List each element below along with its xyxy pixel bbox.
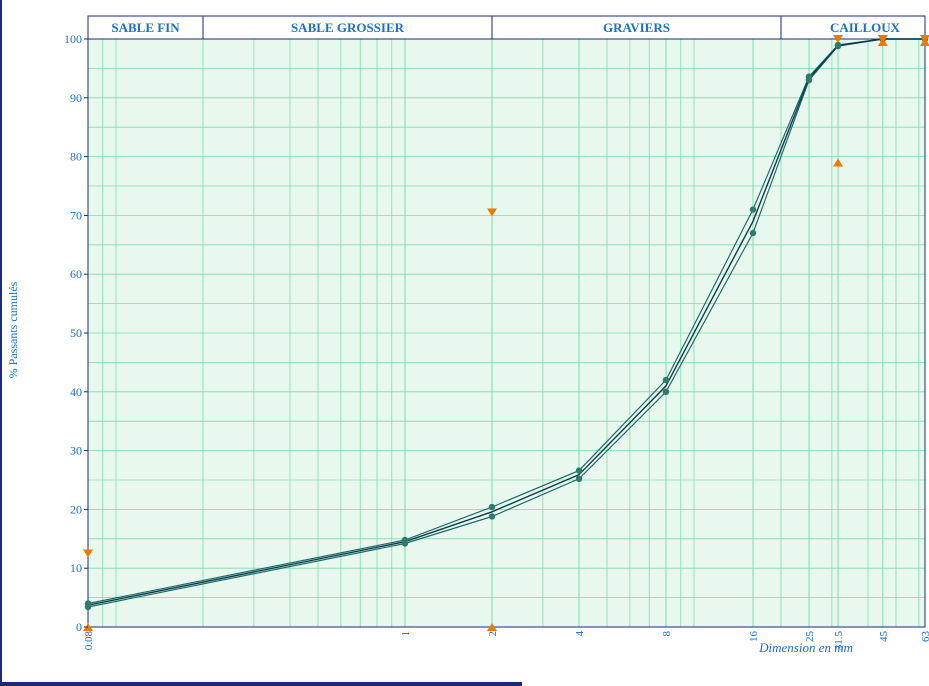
y-tick-label: 10 — [70, 561, 82, 575]
y-tick-label: 0 — [76, 620, 82, 634]
curve-point — [575, 467, 583, 474]
curve-point — [662, 376, 670, 384]
x-tick-label: 31.5 — [833, 631, 845, 651]
y-axis-label: % Passants cumulés — [6, 281, 20, 378]
y-tick-labels: 0 10 20 30 40 50 60 70 80 90 100 — [64, 32, 88, 634]
zone-label: SABLE GROSSIER — [291, 20, 405, 35]
marker-triangle-down — [83, 549, 93, 558]
y-tick-label: 20 — [70, 502, 82, 516]
y-tick-label: 80 — [70, 150, 82, 164]
y-tick-label: 70 — [70, 208, 82, 222]
x-tick-labels: 0.08 1 2 4 8 16 25 31.5 45 63 — [83, 631, 929, 651]
limit-markers — [83, 35, 929, 631]
marker-triangle-down — [486, 208, 497, 217]
zone-header-band — [87, 15, 926, 40]
y-tick-label: 30 — [70, 444, 82, 458]
curve-point — [401, 540, 409, 547]
zone-label: CAILLOUX — [830, 20, 901, 35]
curve-points — [84, 35, 929, 611]
y-tick-label: 100 — [64, 32, 82, 46]
x-axis-label: Dimension en mm — [758, 640, 853, 655]
curve-point — [805, 76, 813, 84]
x-tick-label: 4 — [574, 631, 586, 637]
y-tick-label: 40 — [70, 385, 82, 399]
x-tick-label: 0.08 — [83, 631, 95, 651]
curve-point — [488, 513, 496, 520]
curve-point — [749, 206, 757, 213]
marker-triangle-up — [877, 37, 888, 46]
curve-point — [84, 603, 92, 611]
marker-triangle-up — [920, 37, 929, 46]
x-tick-label: 25 — [804, 631, 816, 643]
curve-point — [488, 503, 496, 511]
y-tick-label: 90 — [70, 91, 82, 105]
y-tick-label: 60 — [70, 267, 82, 281]
curve-point — [834, 42, 842, 50]
x-tick-label: 16 — [748, 631, 760, 643]
marker-triangle-up — [833, 158, 844, 167]
zone-label: GRAVIERS — [603, 20, 670, 35]
x-tick-label: 45 — [878, 631, 890, 643]
marker-triangle-down — [833, 35, 844, 43]
window-left-border — [0, 0, 2, 686]
window-bottom-border — [0, 682, 522, 686]
zone-label: SABLE FIN — [111, 20, 180, 35]
x-tick-label: 1 — [400, 631, 412, 637]
curves — [87, 38, 925, 608]
y-tick-label: 50 — [70, 326, 82, 340]
x-tick-label: 2 — [487, 631, 499, 637]
curve-point — [662, 388, 670, 395]
curve-point — [575, 475, 583, 483]
grid-lines — [87, 38, 926, 628]
x-tick-label: 8 — [661, 631, 673, 637]
marker-triangle-up — [486, 623, 497, 631]
curve-point — [749, 229, 757, 237]
curve-line-mean — [87, 38, 925, 606]
x-tick-label: 63 — [920, 631, 929, 643]
zone-header: SABLE FIN SABLE GROSSIER GRAVIERS CAILLOUX — [87, 15, 926, 40]
